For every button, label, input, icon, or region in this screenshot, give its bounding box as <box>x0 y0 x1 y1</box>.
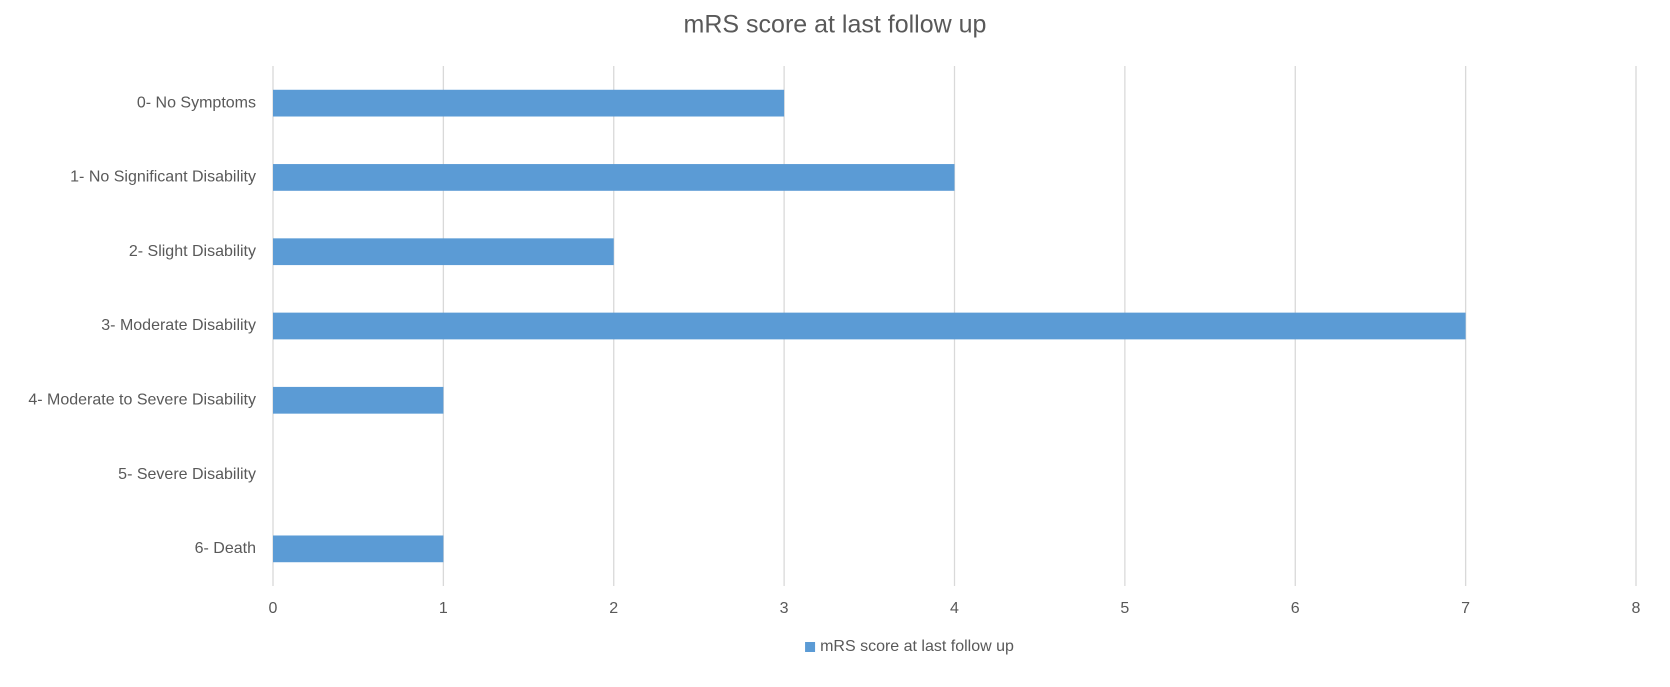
y-tick-label: 3- Moderate Disability <box>101 317 256 334</box>
x-tick-label: 5 <box>1120 600 1129 617</box>
x-tick-label: 6 <box>1291 600 1300 617</box>
chart-title: mRS score at last follow up <box>684 11 987 39</box>
y-tick-label: 6- Death <box>195 540 256 557</box>
y-tick-label: 4- Moderate to Severe Disability <box>28 392 256 409</box>
legend-swatch <box>805 642 816 652</box>
legend-label: mRS score at last follow up <box>820 638 1014 655</box>
x-tick-label: 4 <box>950 600 959 617</box>
bar <box>273 164 955 191</box>
x-tick-label: 8 <box>1632 600 1641 617</box>
bar <box>273 535 444 563</box>
y-tick-label: 0- No Symptoms <box>137 94 256 111</box>
x-tick-label: 0 <box>269 600 278 617</box>
x-tick-label: 3 <box>780 600 789 617</box>
legend-item: mRS score at last follow up <box>805 638 1014 655</box>
x-tick-label: 7 <box>1461 600 1470 617</box>
bar <box>273 312 1466 340</box>
y-tick-label: 2- Slight Disability <box>129 243 256 260</box>
x-tick-label: 1 <box>439 600 448 617</box>
y-tick-label: 1- No Significant Disability <box>70 169 256 186</box>
x-tick-label: 2 <box>609 600 618 617</box>
bar <box>273 238 614 266</box>
bar <box>273 386 444 414</box>
bar <box>273 89 785 117</box>
y-tick-label: 5- Severe Disability <box>118 466 256 483</box>
